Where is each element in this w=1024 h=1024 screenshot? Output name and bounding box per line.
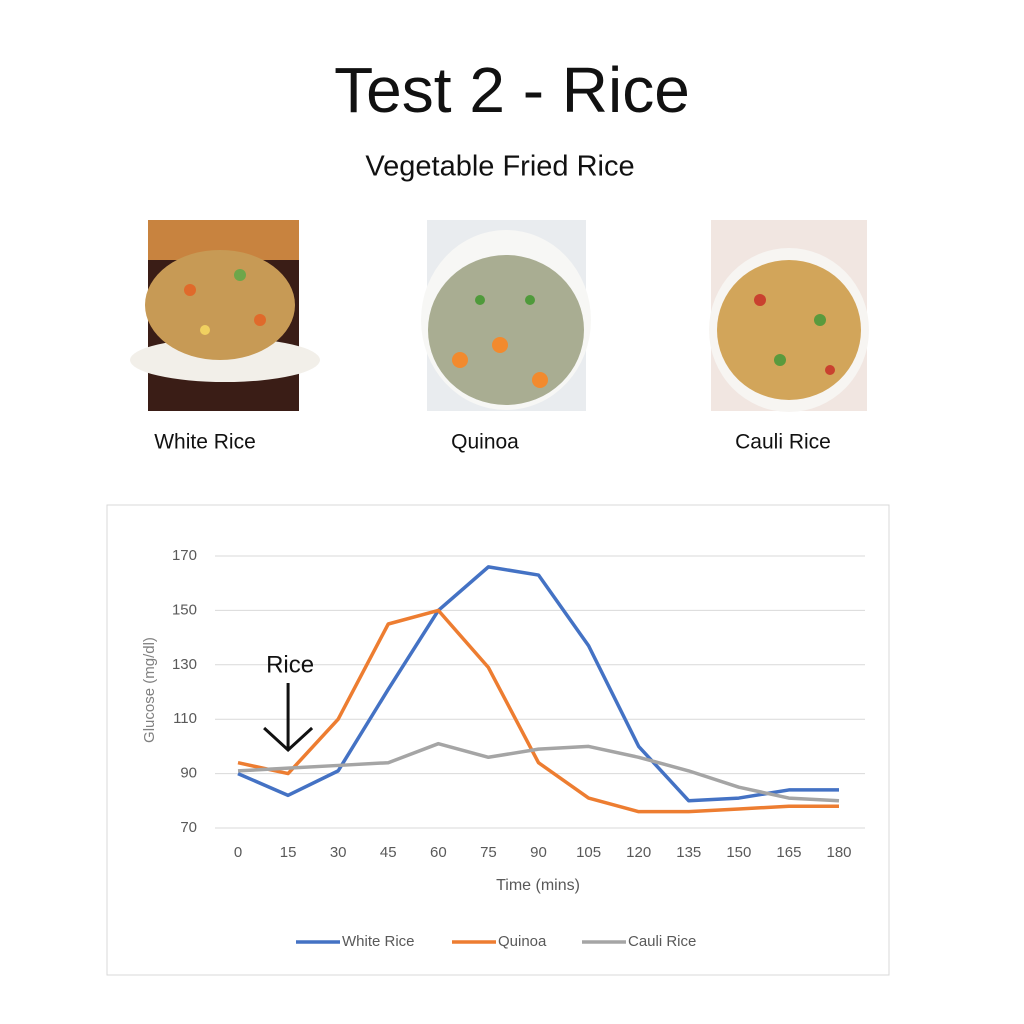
x-tick-label: 60 [430,844,447,861]
x-tick-label: 15 [280,844,297,861]
x-tick-label: 135 [676,844,701,861]
series-line [237,565,839,803]
photo [130,220,320,411]
food-label: Cauli Rice [735,431,831,454]
series-line [237,608,839,814]
x-tick-label: 0 [234,844,242,861]
food-label: White Rice [154,431,256,454]
y-tick-label: 90 [180,765,197,782]
y-axis-label: Glucose (mg/dl) [141,637,158,743]
legend-label: Cauli Rice [628,933,696,950]
y-tick-label: 150 [172,601,197,618]
y-tick-label: 110 [173,710,197,727]
annotation-arrow [263,683,314,753]
x-tick-label: 45 [380,844,397,861]
y-tick-label: 170 [172,547,197,564]
title: Test 2 - Rice [334,54,690,126]
x-tick-label: 105 [576,844,601,861]
x-tick-label: 75 [480,844,497,861]
x-tick-label: 30 [330,844,347,861]
subtitle: Vegetable Fried Rice [365,151,634,183]
x-tick-label: 120 [626,844,651,861]
x-axis-label: Time (mins) [496,877,580,894]
x-tick-label: 90 [530,844,547,861]
x-tick-label: 165 [776,844,801,861]
annotation: Rice [266,651,314,678]
food-label: Quinoa [451,431,519,454]
legend-label: White Rice [342,933,415,950]
x-tick-label: 150 [726,844,751,861]
photo [709,220,869,412]
series-line [237,741,840,803]
y-tick-label: 70 [180,819,197,836]
legend-label: Quinoa [498,933,547,950]
y-tick-label: 130 [172,656,197,673]
photo [421,220,591,411]
x-tick-label: 180 [826,844,851,861]
chart-frame [106,504,890,976]
